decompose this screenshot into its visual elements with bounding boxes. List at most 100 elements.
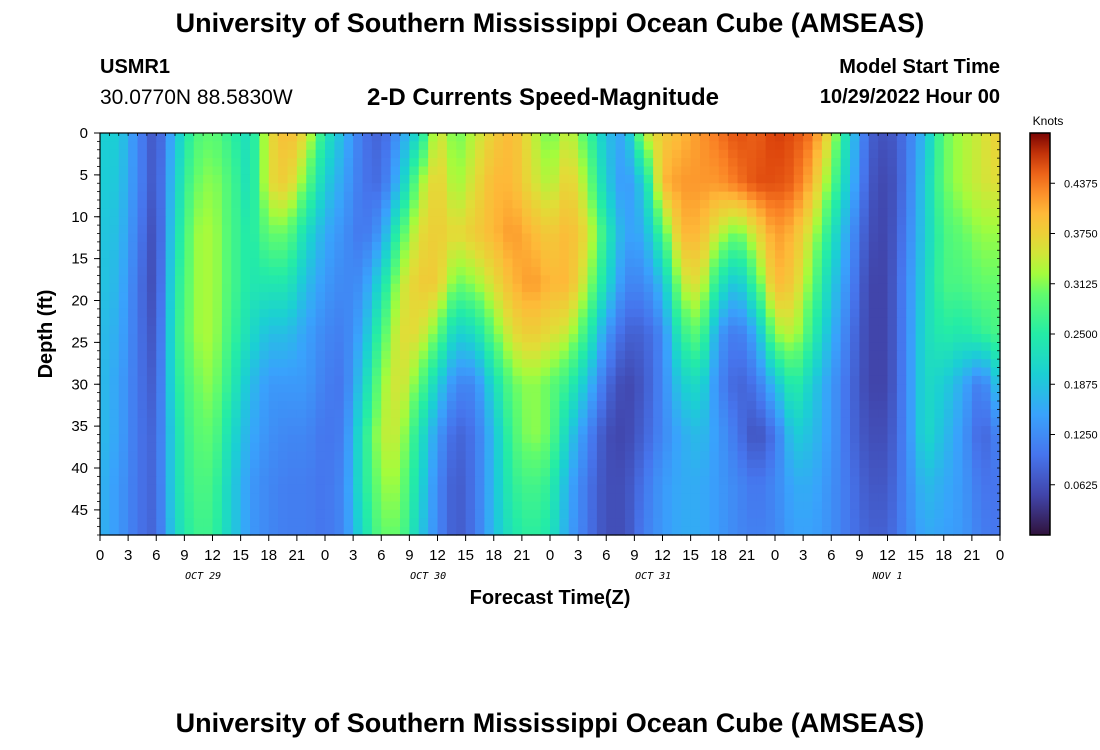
heatmap-cell xyxy=(493,275,504,285)
heatmap-cell xyxy=(803,141,814,151)
heatmap-cell xyxy=(521,292,532,302)
heatmap-cell xyxy=(943,359,954,369)
heatmap-cell xyxy=(437,426,448,436)
heatmap-cell xyxy=(175,384,185,394)
heatmap-cell xyxy=(268,141,279,151)
heatmap-cell xyxy=(971,342,982,352)
heatmap-cell xyxy=(850,149,860,159)
heatmap-cell xyxy=(709,350,720,360)
heatmap-cell xyxy=(325,434,335,444)
heatmap-cell xyxy=(690,283,701,293)
heatmap-cell xyxy=(887,200,898,209)
heatmap-cell xyxy=(803,334,814,343)
heatmap-cell xyxy=(737,442,748,452)
heatmap-cell xyxy=(343,526,354,536)
heatmap-cell xyxy=(493,133,504,142)
heatmap-cell xyxy=(465,267,476,276)
heatmap-cell xyxy=(315,484,326,494)
heatmap-cell xyxy=(821,468,832,477)
heatmap-cell xyxy=(878,409,889,419)
heatmap-cell xyxy=(643,493,654,503)
heatmap-cell xyxy=(681,166,692,176)
heatmap-cell xyxy=(353,409,364,419)
heatmap-cell xyxy=(671,384,682,394)
heatmap-cell xyxy=(390,283,401,293)
heatmap-cell xyxy=(465,359,476,369)
heatmap-cell xyxy=(175,375,185,385)
heatmap-cell xyxy=(925,258,935,268)
heatmap-cell xyxy=(203,468,214,477)
heatmap-cell xyxy=(334,526,345,536)
heatmap-cell xyxy=(231,317,242,327)
heatmap-cell xyxy=(221,191,232,201)
heatmap-cell xyxy=(231,501,242,511)
heatmap-cell xyxy=(184,359,195,369)
heatmap-cell xyxy=(118,451,129,461)
heatmap-cell xyxy=(568,258,579,268)
heatmap-cell xyxy=(943,518,954,528)
heatmap-cell xyxy=(250,417,260,427)
heatmap-cell xyxy=(512,442,523,452)
heatmap-cell xyxy=(493,451,504,461)
heatmap-cell xyxy=(296,359,307,369)
heatmap-cell xyxy=(765,149,776,159)
heatmap-cell xyxy=(437,518,448,528)
heatmap-cell xyxy=(681,401,692,410)
heatmap-cell xyxy=(531,484,542,494)
heatmap-cell xyxy=(503,342,514,352)
heatmap-cell xyxy=(662,409,673,419)
heatmap-cell xyxy=(578,216,589,226)
heatmap-cell xyxy=(193,334,204,343)
heatmap-cell xyxy=(343,216,354,226)
heatmap-cell xyxy=(109,392,120,402)
heatmap-cell xyxy=(746,292,757,302)
heatmap-cell xyxy=(681,208,692,218)
heatmap-cell xyxy=(550,392,560,402)
heatmap-cell xyxy=(868,342,879,352)
heatmap-cell xyxy=(493,166,504,176)
heatmap-cell xyxy=(540,468,551,477)
heatmap-cell xyxy=(409,426,420,436)
heatmap-cell xyxy=(550,141,560,151)
heatmap-cell xyxy=(962,501,973,511)
heatmap-cell xyxy=(118,141,129,151)
heatmap-cell xyxy=(700,476,710,486)
heatmap-cell xyxy=(184,267,195,276)
heatmap-cell xyxy=(100,384,110,394)
heatmap-cell xyxy=(671,334,682,343)
heatmap-cell xyxy=(784,375,795,385)
heatmap-cell xyxy=(831,283,842,293)
heatmap-cell xyxy=(971,174,982,184)
heatmap-cell xyxy=(268,468,279,477)
heatmap-cell xyxy=(521,518,532,528)
heatmap-cell xyxy=(390,300,401,310)
heatmap-cell xyxy=(700,267,710,276)
heatmap-cell xyxy=(925,200,935,209)
heatmap-cell xyxy=(615,166,626,176)
heatmap-cell xyxy=(643,417,654,427)
heatmap-cell xyxy=(850,434,860,444)
heatmap-cell xyxy=(184,317,195,327)
heatmap-cell xyxy=(653,200,664,209)
heatmap-cell xyxy=(990,392,1001,402)
x-tick-label: 6 xyxy=(152,547,160,564)
heatmap-cell xyxy=(550,367,560,377)
heatmap-cell xyxy=(737,484,748,494)
heatmap-cell xyxy=(484,401,495,410)
heatmap-cell xyxy=(493,225,504,235)
heatmap-cell xyxy=(165,493,176,503)
heatmap-cell xyxy=(109,375,120,385)
heatmap-cell xyxy=(821,174,832,184)
heatmap-cell xyxy=(334,484,345,494)
heatmap-cell xyxy=(146,518,157,528)
heatmap-cell xyxy=(278,250,289,260)
heatmap-cell xyxy=(446,459,457,469)
heatmap-cell xyxy=(700,208,710,218)
heatmap-cell xyxy=(728,241,739,251)
heatmap-cell xyxy=(203,409,214,419)
heatmap-cell xyxy=(362,216,373,226)
y-tick-label: 30 xyxy=(71,376,88,393)
heatmap-cell xyxy=(503,442,514,452)
heatmap-cell xyxy=(231,250,242,260)
heatmap-cell xyxy=(306,417,317,427)
